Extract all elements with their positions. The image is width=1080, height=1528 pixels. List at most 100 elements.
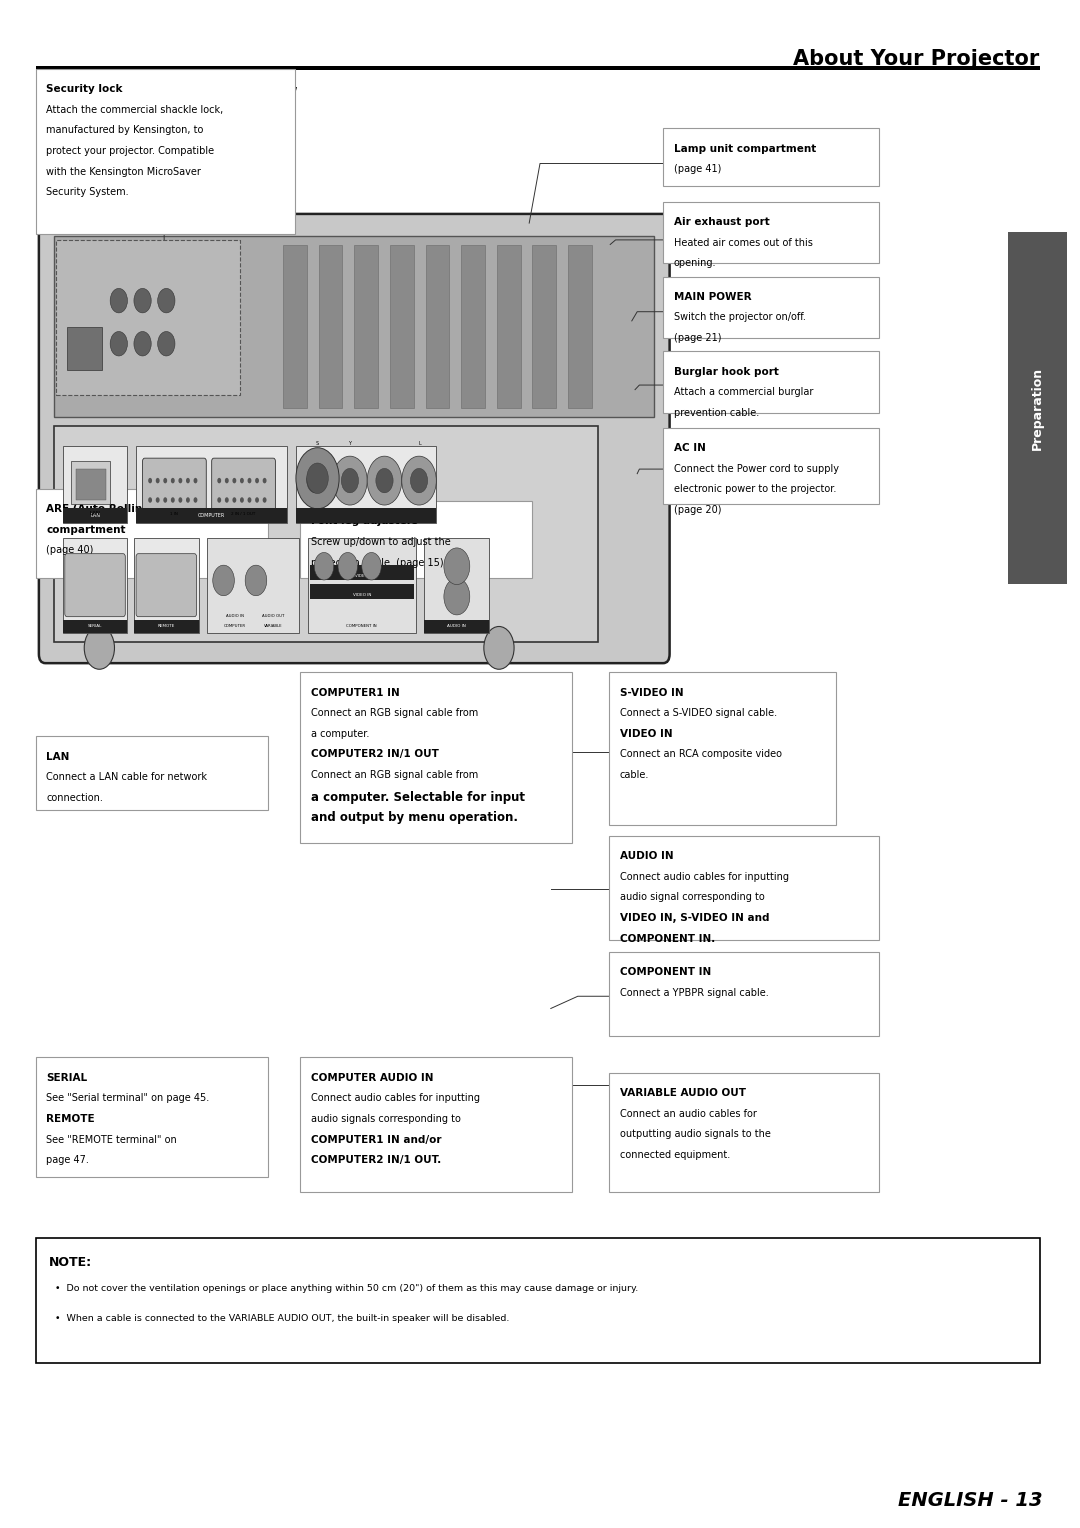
Circle shape (217, 497, 221, 503)
Circle shape (240, 497, 244, 503)
Text: audio signal corresponding to: audio signal corresponding to (620, 892, 765, 903)
Bar (296, 507, 436, 523)
Bar (56, 240, 240, 396)
Circle shape (148, 497, 152, 503)
Bar (54, 426, 597, 642)
Bar (207, 538, 299, 633)
Text: See "Serial terminal" on page 45.: See "Serial terminal" on page 45. (46, 1094, 210, 1103)
Text: COMPONENT IN.: COMPONENT IN. (620, 934, 715, 944)
Text: SERIAL: SERIAL (87, 625, 103, 628)
Text: Connect an RCA composite video: Connect an RCA composite video (620, 749, 782, 759)
Text: Burglar hook port: Burglar hook port (674, 367, 779, 377)
Circle shape (186, 478, 190, 483)
Text: a computer. Selectable for input: a computer. Selectable for input (311, 790, 525, 804)
Text: COMPUTER2 IN/1 OUT: COMPUTER2 IN/1 OUT (311, 749, 438, 759)
Circle shape (193, 497, 198, 503)
Circle shape (247, 478, 252, 483)
Text: LAN: LAN (90, 510, 100, 515)
Bar (424, 620, 489, 633)
Text: COMPUTER: COMPUTER (224, 625, 246, 628)
Circle shape (232, 497, 237, 503)
Text: REMOTE: REMOTE (46, 1114, 95, 1125)
Text: audio signals corresponding to: audio signals corresponding to (311, 1114, 461, 1125)
Text: projection angle. (page 15): projection angle. (page 15) (311, 558, 444, 568)
Text: AUDIO IN: AUDIO IN (447, 625, 467, 628)
Bar (426, 244, 449, 408)
Circle shape (163, 497, 167, 503)
FancyBboxPatch shape (663, 277, 879, 338)
Text: SERIAL: SERIAL (46, 1073, 87, 1083)
Text: Back and bottom view: Back and bottom view (73, 83, 298, 101)
Text: •  Do not cover the ventilation openings or place anything within 50 cm (20") of: • Do not cover the ventilation openings … (49, 1284, 638, 1293)
Circle shape (193, 478, 198, 483)
Circle shape (213, 565, 234, 596)
Bar (310, 584, 414, 599)
Circle shape (178, 497, 183, 503)
Text: VIDEO IN: VIDEO IN (620, 729, 673, 740)
Text: connected equipment.: connected equipment. (620, 1151, 730, 1160)
Text: (page 21): (page 21) (674, 333, 721, 344)
Text: About Your Projector: About Your Projector (793, 49, 1039, 69)
Circle shape (247, 497, 252, 503)
Circle shape (296, 448, 339, 509)
Text: ENGLISH - 13: ENGLISH - 13 (897, 1491, 1042, 1510)
Text: COMPUTER1 IN and/or: COMPUTER1 IN and/or (311, 1134, 442, 1144)
Text: (page 20): (page 20) (674, 504, 721, 515)
Circle shape (163, 478, 167, 483)
Text: Connect an RGB signal cable from: Connect an RGB signal cable from (311, 770, 478, 781)
Circle shape (178, 478, 183, 483)
Text: REMOTE: REMOTE (158, 625, 175, 628)
Circle shape (341, 469, 359, 494)
Text: COMPONENT IN: COMPONENT IN (347, 625, 377, 628)
Text: AC IN: AC IN (674, 443, 706, 454)
Text: (page 41): (page 41) (674, 163, 721, 174)
Bar (310, 565, 414, 581)
Text: S-VIDEO IN: S-VIDEO IN (620, 688, 684, 698)
Bar (63, 620, 127, 633)
Bar (319, 244, 342, 408)
Text: ARF (Auto Rolling Filter): ARF (Auto Rolling Filter) (46, 504, 190, 515)
Bar (134, 538, 199, 633)
Text: MAIN POWER: MAIN POWER (674, 292, 752, 303)
Text: VIDEO IN: VIDEO IN (352, 593, 372, 596)
Bar (497, 244, 521, 408)
Circle shape (156, 478, 160, 483)
Text: Security lock: Security lock (46, 84, 123, 95)
FancyBboxPatch shape (36, 736, 268, 810)
Text: Attach the commercial shackle lock,: Attach the commercial shackle lock, (46, 104, 224, 115)
Text: Connect audio cables for inputting: Connect audio cables for inputting (620, 871, 788, 882)
Circle shape (333, 457, 367, 506)
Text: Connect a LAN cable for network: Connect a LAN cable for network (46, 773, 207, 782)
Text: page 47.: page 47. (46, 1155, 90, 1166)
Circle shape (376, 469, 393, 494)
Text: and output by menu operation.: and output by menu operation. (311, 811, 518, 825)
Bar (308, 538, 416, 633)
Circle shape (171, 497, 175, 503)
Text: Screw up/down to adjust the: Screw up/down to adjust the (311, 536, 450, 547)
Bar (63, 507, 127, 523)
Circle shape (217, 478, 221, 483)
Circle shape (444, 578, 470, 614)
FancyBboxPatch shape (136, 553, 197, 617)
Text: Switch the projector on/off.: Switch the projector on/off. (674, 313, 806, 322)
Bar (532, 244, 556, 408)
Text: VIDEO IN, S-VIDEO IN and: VIDEO IN, S-VIDEO IN and (620, 914, 769, 923)
FancyBboxPatch shape (609, 952, 879, 1036)
Bar (568, 244, 592, 408)
Circle shape (171, 478, 175, 483)
Bar (1008, 232, 1067, 584)
Text: AUDIO OUT: AUDIO OUT (262, 614, 285, 617)
Text: Connect an audio cables for: Connect an audio cables for (620, 1109, 757, 1118)
FancyBboxPatch shape (65, 553, 125, 617)
Text: Connect audio cables for inputting: Connect audio cables for inputting (311, 1094, 480, 1103)
Bar (36, 66, 1040, 70)
Text: COMPUTER2 IN/1 OUT.: COMPUTER2 IN/1 OUT. (311, 1155, 442, 1166)
Text: S-VIDEO IN: S-VIDEO IN (351, 573, 373, 578)
Bar (63, 446, 127, 523)
Circle shape (402, 457, 436, 506)
Circle shape (262, 497, 267, 503)
Text: COMPUTER1 IN: COMPUTER1 IN (311, 688, 400, 698)
Text: VARIABLE AUDIO OUT: VARIABLE AUDIO OUT (620, 1088, 746, 1099)
Text: outputting audio signals to the: outputting audio signals to the (620, 1129, 771, 1140)
Circle shape (444, 549, 470, 585)
